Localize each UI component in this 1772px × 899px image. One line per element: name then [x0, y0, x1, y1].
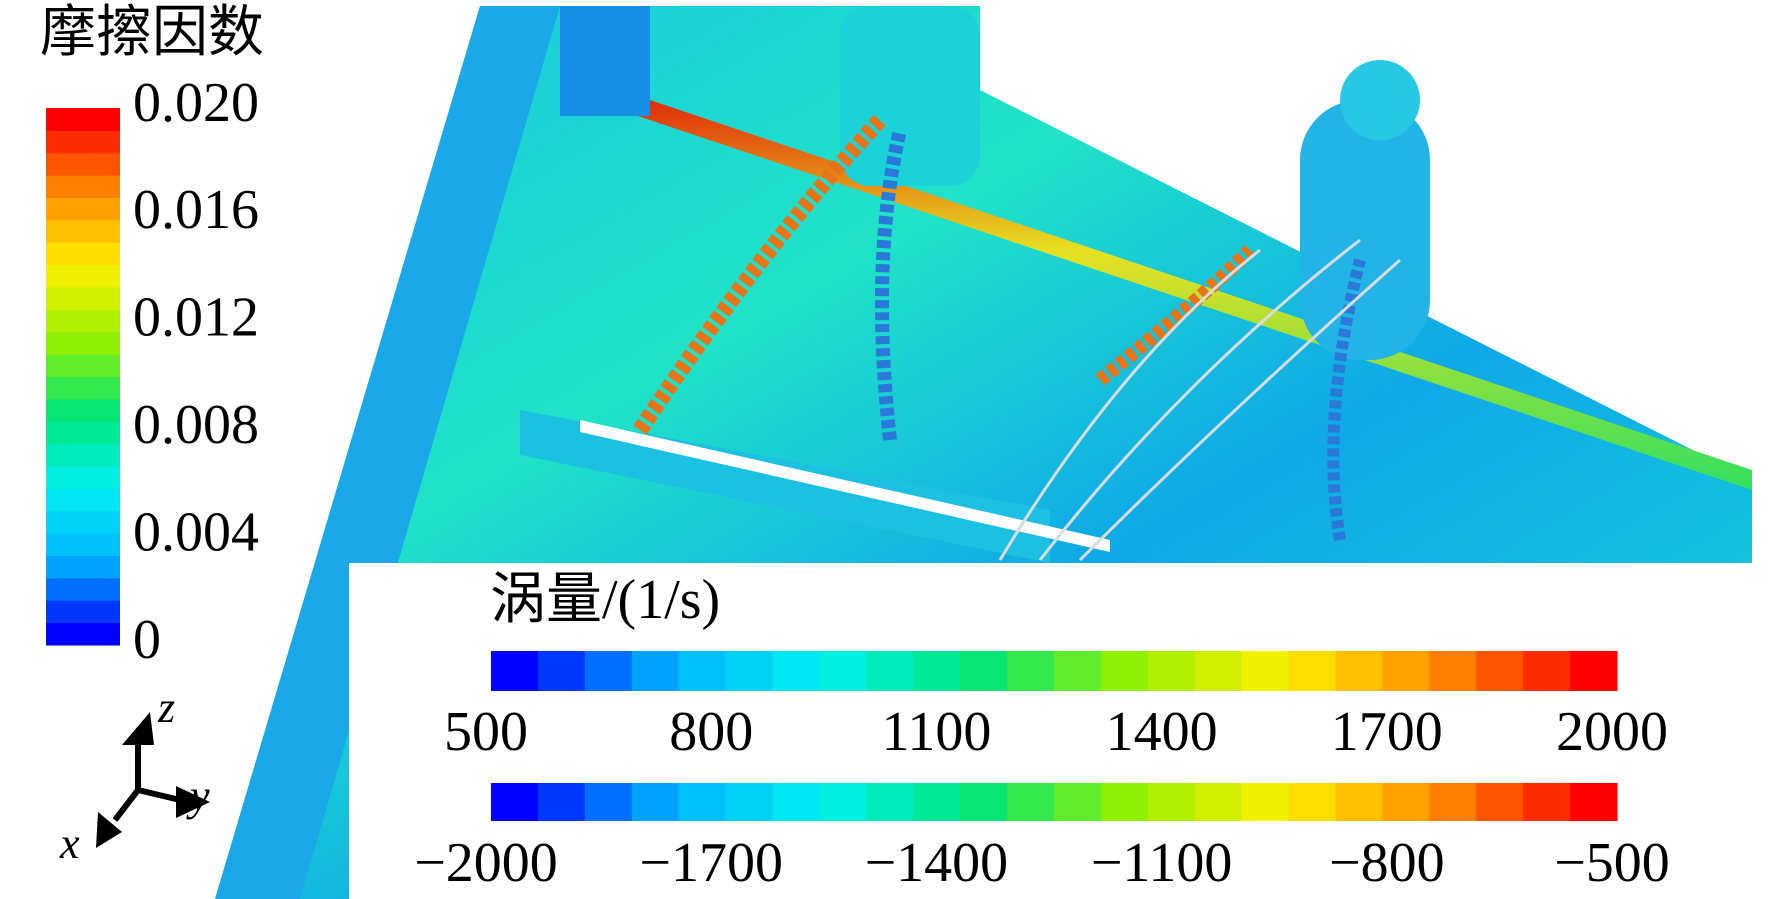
colorbar-step: [537, 783, 586, 821]
colorbar-step: [678, 783, 727, 821]
colorbar-step: [1429, 783, 1477, 821]
colorbar-tick-label: 1100: [881, 701, 991, 763]
colorbar-tick-label: −1400: [865, 832, 1009, 894]
colorbar-tick-label: 0.008: [133, 394, 259, 456]
colorbar-step: [46, 622, 120, 646]
colorbar-step: [866, 783, 914, 821]
colorbar-step: [1100, 783, 1149, 821]
colorbar-step: [46, 175, 120, 198]
cfd-render: [215, 6, 1752, 899]
colorbar-step: [46, 577, 120, 601]
colorbar-step: [46, 421, 120, 445]
colorbar-step: [1194, 651, 1243, 691]
colorbar-step: [46, 242, 120, 266]
colorbar-step: [46, 443, 120, 467]
colorbar-step: [46, 264, 120, 288]
colorbar-step: [772, 783, 820, 821]
colorbar-step: [631, 783, 680, 821]
colorbar-step: [960, 783, 1008, 821]
colorbar-step: [46, 555, 120, 579]
colorbar-step: [1241, 783, 1290, 821]
colorbar-step: [46, 130, 120, 154]
friction-title: 摩擦因数: [40, 2, 264, 64]
colorbar-step: [913, 783, 961, 821]
colorbar-step: [960, 651, 1008, 691]
colorbar-step: [46, 600, 120, 624]
axis-z: z: [157, 683, 175, 732]
colorbar-step: [725, 783, 773, 821]
colorbar-tick-label: 0: [133, 609, 161, 671]
colorbar-tick-label: 0.016: [133, 179, 259, 241]
colorbar-step: [46, 219, 120, 243]
colorbar-step: [46, 152, 120, 176]
colorbar-step: [584, 651, 633, 691]
colorbar-tick-label: −1100: [1091, 832, 1233, 894]
colorbar-step: [1288, 783, 1336, 821]
colorbar-step: [1100, 651, 1149, 691]
colorbar-step: [1570, 651, 1618, 691]
colorbar-tick-label: 0.012: [133, 287, 259, 349]
colorbar-tick-label: 2000: [1556, 701, 1668, 763]
colorbar-step: [1054, 783, 1102, 821]
colorbar-step: [866, 651, 914, 691]
colorbar-step: [1054, 651, 1102, 691]
axis-y: y: [186, 771, 210, 820]
colorbar-step: [1429, 651, 1477, 691]
colorbar-tick-label: 500: [444, 701, 528, 763]
colorbar-step: [46, 331, 120, 355]
colorbar-tick-label: −500: [1554, 832, 1670, 894]
colorbar-step: [1288, 651, 1336, 691]
colorbar-step: [46, 354, 120, 377]
colorbar-step: [1335, 783, 1383, 821]
colorbar-step: [46, 197, 120, 221]
colorbar-step: [46, 510, 120, 534]
colorbar-step: [772, 651, 820, 691]
colorbar-step: [631, 651, 680, 691]
colorbar-step: [1523, 783, 1571, 821]
colorbar-tick-label: −800: [1329, 832, 1445, 894]
colorbar-tick-label: 1400: [1106, 701, 1218, 763]
colorbar-step: [46, 488, 120, 512]
colorbar-step: [725, 651, 773, 691]
colorbar-tick-label: 800: [669, 701, 753, 763]
colorbar-step: [491, 783, 539, 821]
colorbar-tick-label: −1700: [639, 832, 783, 894]
colorbar-step: [1382, 783, 1430, 821]
colorbar-step: [1007, 783, 1055, 821]
colorbar-step: [913, 651, 961, 691]
colorbar-step: [46, 309, 120, 333]
colorbar-tick-label: 1700: [1331, 701, 1443, 763]
colorbar-step: [46, 108, 120, 131]
colorbar-step: [1476, 651, 1524, 691]
colorbar-step: [1476, 783, 1524, 821]
colorbar-step: [1570, 783, 1618, 821]
colorbar-step: [1523, 651, 1571, 691]
colorbar-step: [1147, 651, 1196, 691]
colorbar-step: [1241, 651, 1290, 691]
colorbar-step: [1007, 651, 1055, 691]
axes-triad: [96, 712, 210, 848]
colorbar-step: [678, 651, 727, 691]
colorbar-step: [46, 466, 120, 489]
vorticity-title: 涡量/(1/s): [490, 569, 720, 631]
colorbar-tick-label: −2000: [414, 832, 558, 894]
colorbar-step: [46, 287, 120, 310]
colorbar-tick-label: 0.020: [133, 72, 259, 134]
colorbar-step: [1147, 783, 1196, 821]
colorbar-step: [819, 783, 867, 821]
colorbar-step: [1382, 651, 1430, 691]
colorbar-step: [584, 783, 633, 821]
colorbar-step: [46, 533, 120, 556]
colorbar-tick-label: 0.004: [133, 501, 259, 563]
colorbar-step: [1194, 783, 1243, 821]
colorbar-step: [819, 651, 867, 691]
colorbar-step: [46, 398, 120, 422]
colorbar-step: [491, 651, 539, 691]
colorbar-step: [1335, 651, 1383, 691]
colorbar-step: [537, 651, 586, 691]
legend-box: [349, 563, 1752, 899]
colorbar-step: [46, 376, 120, 400]
axis-x: x: [59, 819, 80, 868]
